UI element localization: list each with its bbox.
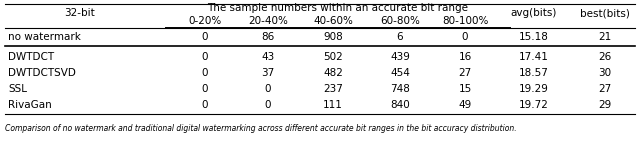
Text: 19.29: 19.29 bbox=[519, 84, 549, 94]
Text: 15.18: 15.18 bbox=[519, 32, 549, 42]
Text: 908: 908 bbox=[323, 32, 343, 42]
Text: 16: 16 bbox=[458, 52, 472, 62]
Text: 80-100%: 80-100% bbox=[442, 16, 488, 26]
Text: 30: 30 bbox=[598, 68, 612, 78]
Text: DWTDCT: DWTDCT bbox=[8, 52, 54, 62]
Text: 27: 27 bbox=[458, 68, 472, 78]
Text: no watermark: no watermark bbox=[8, 32, 81, 42]
Text: 26: 26 bbox=[598, 52, 612, 62]
Text: 482: 482 bbox=[323, 68, 343, 78]
Text: 40-60%: 40-60% bbox=[313, 16, 353, 26]
Text: 0: 0 bbox=[202, 32, 208, 42]
Text: 49: 49 bbox=[458, 100, 472, 110]
Text: 60-80%: 60-80% bbox=[380, 16, 420, 26]
Text: 29: 29 bbox=[598, 100, 612, 110]
Text: 0: 0 bbox=[202, 100, 208, 110]
Text: 840: 840 bbox=[390, 100, 410, 110]
Text: 0: 0 bbox=[461, 32, 468, 42]
Text: Comparison of no watermark and traditional digital watermarking across different: Comparison of no watermark and tradition… bbox=[5, 124, 516, 133]
Text: RivaGan: RivaGan bbox=[8, 100, 52, 110]
Text: 111: 111 bbox=[323, 100, 343, 110]
Text: 454: 454 bbox=[390, 68, 410, 78]
Text: 21: 21 bbox=[598, 32, 612, 42]
Text: 0: 0 bbox=[202, 84, 208, 94]
Text: 0: 0 bbox=[265, 100, 271, 110]
Text: 15: 15 bbox=[458, 84, 472, 94]
Text: avg(bits): avg(bits) bbox=[511, 8, 557, 18]
Text: The sample numbers within an accurate bit range: The sample numbers within an accurate bi… bbox=[207, 3, 468, 13]
Text: SSL: SSL bbox=[8, 84, 27, 94]
Text: 86: 86 bbox=[261, 32, 275, 42]
Text: 502: 502 bbox=[323, 52, 343, 62]
Text: 17.41: 17.41 bbox=[519, 52, 549, 62]
Text: 43: 43 bbox=[261, 52, 275, 62]
Text: 0: 0 bbox=[202, 52, 208, 62]
Text: 0-20%: 0-20% bbox=[188, 16, 221, 26]
Text: best(bits): best(bits) bbox=[580, 8, 630, 18]
Text: 748: 748 bbox=[390, 84, 410, 94]
Text: 27: 27 bbox=[598, 84, 612, 94]
Text: 18.57: 18.57 bbox=[519, 68, 549, 78]
Text: 237: 237 bbox=[323, 84, 343, 94]
Text: 6: 6 bbox=[397, 32, 403, 42]
Text: 37: 37 bbox=[261, 68, 275, 78]
Text: 20-40%: 20-40% bbox=[248, 16, 288, 26]
Text: 19.72: 19.72 bbox=[519, 100, 549, 110]
Text: DWTDCTSVD: DWTDCTSVD bbox=[8, 68, 76, 78]
Text: 439: 439 bbox=[390, 52, 410, 62]
Text: 0: 0 bbox=[202, 68, 208, 78]
Text: 32-bit: 32-bit bbox=[65, 8, 95, 18]
Text: 0: 0 bbox=[265, 84, 271, 94]
